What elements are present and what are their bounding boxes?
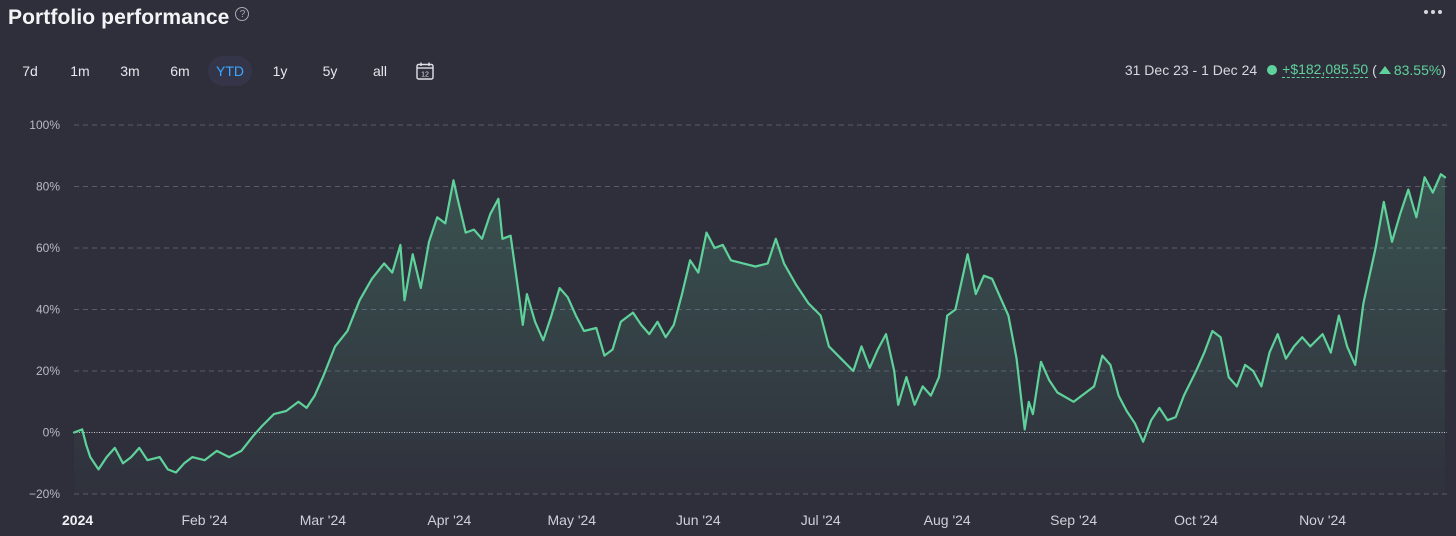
y-tick-label: 100%: [29, 118, 60, 132]
up-arrow-icon: [1378, 66, 1391, 74]
performance-summary: 31 Dec 23 - 1 Dec 24 +$182,085.50 ( 83.5…: [1125, 62, 1446, 78]
x-tick-label: Jul '24: [801, 512, 841, 528]
y-tick-label: 20%: [36, 364, 60, 378]
svg-text:12: 12: [421, 72, 429, 79]
series-dot-icon: [1267, 65, 1278, 75]
page-title: Portfolio performance: [8, 6, 230, 29]
more-options-icon[interactable]: [1424, 10, 1442, 14]
open-paren: (: [1372, 62, 1377, 78]
calendar-icon[interactable]: 12: [410, 56, 440, 86]
x-tick-label: Apr '24: [427, 512, 471, 528]
x-tick-label: Nov '24: [1299, 512, 1346, 528]
range-5y-button[interactable]: 5y: [322, 63, 338, 79]
help-icon[interactable]: ?: [235, 7, 250, 21]
period-label: 31 Dec 23 - 1 Dec 24: [1124, 62, 1258, 78]
range-ytd-button[interactable]: YTD: [208, 56, 252, 86]
close-paren: ): [1441, 62, 1446, 78]
range-1y-button[interactable]: 1y: [272, 63, 288, 79]
range-all-button[interactable]: all: [372, 63, 387, 79]
range-6m-button[interactable]: 6m: [170, 63, 190, 79]
x-tick-label: Aug '24: [924, 512, 971, 528]
series-line: [72, 173, 1447, 474]
x-tick-label: May '24: [548, 512, 597, 528]
range-7d-button[interactable]: 7d: [22, 63, 38, 79]
y-tick-label: 60%: [36, 241, 60, 255]
x-tick-label: 2024: [62, 512, 93, 528]
x-tick-label: Sep '24: [1050, 512, 1097, 528]
x-tick-label: Jun '24: [676, 512, 721, 528]
x-tick-label: Oct '24: [1174, 512, 1218, 528]
x-tick-label: Feb '24: [181, 512, 227, 528]
y-tick-label: −20%: [29, 487, 60, 501]
y-tick-label: 80%: [36, 180, 60, 194]
gain-amount[interactable]: +$182,085.50: [1282, 61, 1369, 78]
y-tick-label: 40%: [36, 303, 60, 317]
range-selector: 7d 1m 3m 6m YTD 1y 5y all 12: [8, 56, 440, 86]
x-tick-label: Mar '24: [300, 512, 346, 528]
range-3m-button[interactable]: 3m: [120, 63, 140, 79]
range-1m-button[interactable]: 1m: [70, 63, 90, 79]
gain-percent: 83.55%: [1393, 62, 1442, 78]
y-tick-label: 0%: [43, 426, 61, 440]
series-area: [74, 174, 1445, 494]
header: Portfolio performance ?: [8, 4, 250, 32]
